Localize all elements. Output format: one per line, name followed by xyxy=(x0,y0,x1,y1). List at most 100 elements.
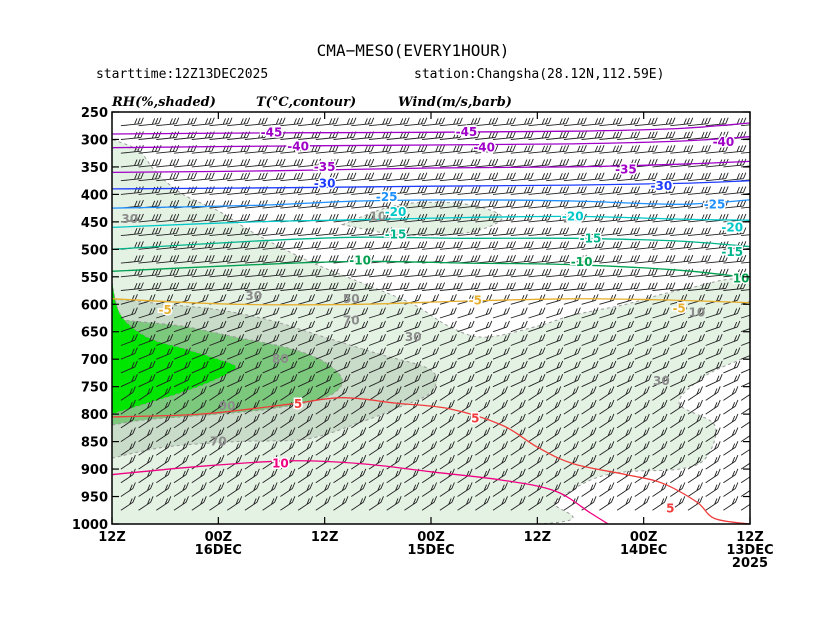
wind-barb xyxy=(315,131,339,140)
wind-barb xyxy=(634,241,658,250)
wind-barb xyxy=(244,360,262,374)
wind-barb xyxy=(705,468,721,484)
wind-barb xyxy=(262,386,278,401)
wind-barb xyxy=(652,307,670,319)
wind-barb xyxy=(581,145,605,154)
wind-barb xyxy=(422,172,446,182)
wind-barb xyxy=(528,307,546,319)
wind-barb xyxy=(368,268,392,278)
wind-barb xyxy=(315,399,331,415)
wind-barb xyxy=(120,117,144,127)
wind-barb xyxy=(120,427,136,442)
wind-barb xyxy=(670,454,686,470)
wind-barb xyxy=(740,314,750,319)
wind-barb xyxy=(315,282,339,291)
wind-barb xyxy=(510,320,528,333)
wind-barb xyxy=(173,468,189,484)
wind-barb xyxy=(421,386,438,401)
wind-barb xyxy=(368,374,386,388)
wind-barb xyxy=(723,227,747,237)
wind-barb xyxy=(280,307,298,319)
wind-barb xyxy=(492,172,516,182)
wind-barb xyxy=(297,441,314,456)
wind-barb xyxy=(315,199,339,209)
wind-barb xyxy=(368,131,392,140)
wind-barb xyxy=(475,347,493,360)
wind-barb xyxy=(475,145,499,154)
wind-barb xyxy=(138,347,156,360)
wind-barb xyxy=(457,482,473,497)
wind-barb xyxy=(404,172,428,182)
wind-barb xyxy=(563,307,581,319)
wind-barb xyxy=(191,360,209,374)
wind-barb xyxy=(368,441,384,456)
wind-barb xyxy=(581,399,597,415)
wind-barb xyxy=(156,360,174,374)
wind-barb xyxy=(244,441,260,456)
wind-barb xyxy=(191,468,207,484)
wind-barb xyxy=(475,172,499,182)
wind-barb xyxy=(439,482,455,497)
wind-barb xyxy=(315,227,339,237)
wind-barb xyxy=(262,241,286,250)
rh-label: 10 xyxy=(688,306,705,320)
wind-barb xyxy=(191,294,209,305)
wind-barb xyxy=(244,158,268,168)
wind-barb xyxy=(315,145,339,154)
wind-barb xyxy=(191,374,209,388)
wind-barb xyxy=(528,496,544,511)
wind-barb xyxy=(315,158,339,168)
wind-barb xyxy=(581,413,597,429)
wind-barb xyxy=(297,320,316,333)
wind-barb xyxy=(280,268,304,278)
wind-barb xyxy=(226,399,243,415)
rh-label: 30 xyxy=(121,212,138,226)
wind-barb xyxy=(475,454,491,470)
wind-barb xyxy=(156,468,172,484)
wind-barb xyxy=(439,186,463,195)
wind-barb xyxy=(563,334,581,346)
wind-barb xyxy=(120,254,144,264)
wind-barb xyxy=(209,268,233,278)
wind-barb xyxy=(616,454,633,470)
wind-barb xyxy=(209,374,227,388)
wind-barb xyxy=(262,145,286,154)
wind-barb xyxy=(386,117,410,127)
wind-barb xyxy=(191,186,215,195)
wind-barb xyxy=(510,374,528,388)
wind-barb xyxy=(670,334,688,346)
wind-barb xyxy=(652,268,676,278)
wind-barb xyxy=(156,441,172,456)
wind-barb xyxy=(368,172,392,182)
wind-barb xyxy=(581,117,605,127)
wind-barb xyxy=(173,213,197,223)
wind-barb xyxy=(156,427,172,442)
wind-barb xyxy=(226,468,243,484)
wind-barb xyxy=(351,334,369,346)
wind-barb xyxy=(404,227,428,237)
wind-barb xyxy=(634,427,650,442)
wind-barb xyxy=(723,334,741,346)
wind-barb xyxy=(457,427,473,442)
wind-barb xyxy=(439,399,455,415)
wind-barb xyxy=(492,131,516,140)
wind-barb xyxy=(368,254,392,264)
wind-barb xyxy=(227,186,251,195)
wind-barb xyxy=(156,496,172,511)
wind-barb xyxy=(315,268,339,278)
temp-label: -35 xyxy=(615,163,637,177)
wind-barb xyxy=(634,347,652,360)
wind-barb xyxy=(156,186,180,195)
wind-barb xyxy=(457,254,481,264)
temp-contour-m35 xyxy=(112,160,750,174)
wind-barb xyxy=(740,434,750,442)
wind-barb xyxy=(687,386,703,401)
wind-barb xyxy=(209,320,227,333)
wind-barb xyxy=(687,213,711,223)
wind-barb xyxy=(386,227,410,237)
wind-barb xyxy=(262,254,286,264)
wind-barb xyxy=(156,374,174,388)
wind-barb xyxy=(670,441,686,456)
wind-barb xyxy=(244,496,260,511)
y-tick-label: 950 xyxy=(81,491,108,506)
